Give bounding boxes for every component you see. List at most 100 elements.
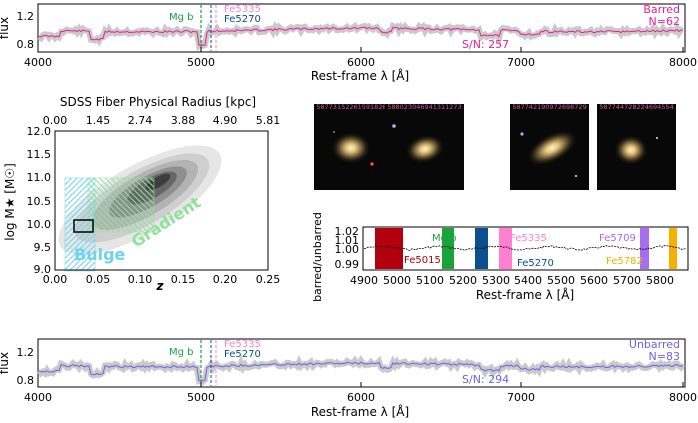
galaxy-3-picture [520,129,578,177]
galaxy-4-picture [614,135,658,165]
galaxy-image-1: 587731522615918267 [314,104,393,190]
band-labels: Fe5015 Mg b Fe5270 Fe5335 Fe5709 Fe5782 [404,233,643,269]
gradient-region [87,177,155,233]
density-x-tick: 0.20 [213,273,238,286]
bottom-ytick-3: 0.8 [17,374,35,387]
density-plot-frame [54,130,269,271]
density-top-axis-label: SDSS Fiber Physical Radius [kpc] [60,95,256,109]
top-x-label: Rest-frame λ [Å] [311,68,409,83]
bottom-spectrum-panel: Mg b Fe5335 Fe5270 Unbarred N=83 S/N: 29… [0,338,697,419]
density-top-tick: 4.90 [213,114,238,127]
galaxy-id-1: 587731522615918267 [316,104,391,111]
density-y-tick: 9.0 [34,263,52,276]
x-tick-label: 4000 [24,56,52,69]
bottom-fe5270-label: Fe5270 [224,349,261,360]
density-y-ticks: 12.0 11.5 11.0 10.5 10.0 9.5 9.0 [27,125,52,276]
x-tick-label: 7000 [507,391,535,404]
bottom-ytick-1: 1.2 [17,346,35,359]
ratio-x-tick: 5700 [613,274,641,287]
index-band [499,228,512,269]
ratio-ytick-2: 1.01 [335,234,360,247]
ratio-x-tick: 5800 [646,274,674,287]
density-y-tick: 9.5 [34,241,52,254]
ratio-y-label: barred/unbarred [311,212,324,302]
index-bands [375,228,677,269]
x-tick-label: 6000 [347,56,375,69]
index-band [640,228,649,269]
density-top-tick: 5.81 [256,114,281,127]
x-tick-label: 8000 [669,56,697,69]
density-y-tick: 10.5 [27,195,52,208]
ratio-x-tick: 5300 [482,274,510,287]
top-snr: S/N: 257 [462,38,509,51]
density-panel: SDSS Fiber Physical Radius [kpc] 0.00 1.4… [3,95,280,293]
density-x-tick: 0.10 [128,273,153,286]
top-sample-count: N=62 [649,15,680,28]
bottom-sample-name: Unbarred [629,338,680,351]
density-y-tick: 10.0 [27,218,52,231]
density-top-tick: 3.88 [171,114,196,127]
ratio-x-label: Rest-frame λ [Å] [476,287,574,302]
top-x-ticks: 4000 5000 6000 7000 8000 [24,47,697,69]
bottom-x-label: Rest-frame λ [Å] [311,404,409,419]
density-top-tick: 0.00 [43,114,68,127]
galaxy-id-2: 588023046941311273 [387,104,462,111]
ratio-ytick-3: 1.00 [335,243,360,256]
x-tick-label: 8000 [669,391,697,404]
galaxy-id-4: 587744728224694554 [599,104,674,111]
bottom-mgb-label: Mg b [169,347,194,358]
top-ytick-1: 1.2 [17,10,35,23]
index-band-label: Fe5015 [404,255,441,266]
ratio-x-tick: 5500 [547,274,575,287]
top-spectrum-scatter [37,20,684,52]
ratio-ytick-4: 0.99 [335,258,360,271]
galaxy-image-4: 587744728224694554 [597,104,676,190]
x-tick-label: 5000 [187,56,215,69]
top-mgb-label: Mg b [169,12,194,23]
top-spectrum-panel: Mg b Fe5335 Fe5270 Barred N=62 S/N: 257 … [0,3,697,83]
top-fe5335-label: Fe5335 [224,4,261,15]
density-y-tick: 11.0 [27,171,52,184]
density-x-tick: 0.15 [171,273,196,286]
bottom-snr: S/N: 294 [462,373,509,386]
x-tick-label: 4000 [24,391,52,404]
ratio-curve [363,245,686,251]
top-mean-spectrum [38,26,684,47]
index-band [375,228,403,269]
index-band-label: Mg b [432,233,457,244]
top-y-label: flux [0,17,11,39]
ratio-x-tick: 4900 [350,274,378,287]
bottom-sample-count: N=83 [649,350,680,363]
bottom-spectrum-scatter [36,354,686,386]
x-tick-label: 7000 [507,56,535,69]
top-fe5270-label: Fe5270 [224,14,261,25]
density-top-tick: 1.45 [86,114,111,127]
ratio-x-tick: 5200 [449,274,477,287]
selection-box [73,219,94,233]
galaxy-2-picture [392,124,445,164]
x-tick-label: 6000 [347,391,375,404]
index-band [442,228,454,269]
bulge-label: Bulge [74,245,126,264]
index-band-label: Fe5270 [517,258,554,269]
index-band-label: Fe5782 [606,256,643,267]
ratio-x-tick: 5400 [514,274,542,287]
index-band-label: Fe5709 [599,233,636,244]
density-top-tick: 2.74 [128,114,153,127]
bottom-x-ticks: 4000 5000 6000 7000 8000 [24,382,697,404]
density-x-tick: 0.00 [43,273,68,286]
density-x-ticks: 0.00 0.05 0.10 0.15 0.20 0.25 [43,273,281,286]
x-tick-label: 5000 [187,391,215,404]
index-band [669,228,677,269]
density-x-tick: 0.25 [256,273,281,286]
bottom-mean-spectrum [38,361,684,382]
density-top-ticks: 0.00 1.45 2.74 3.88 4.90 5.81 [43,114,281,127]
top-ytick-3: 0.8 [17,38,35,51]
bottom-y-label: flux [0,352,11,374]
index-band-label: Fe5335 [510,233,547,244]
top-sample-name: Barred [643,3,680,16]
galaxy-image-3: 587742190972698729 [510,104,589,190]
density-y-label: log M★ [M☉] [3,163,17,241]
